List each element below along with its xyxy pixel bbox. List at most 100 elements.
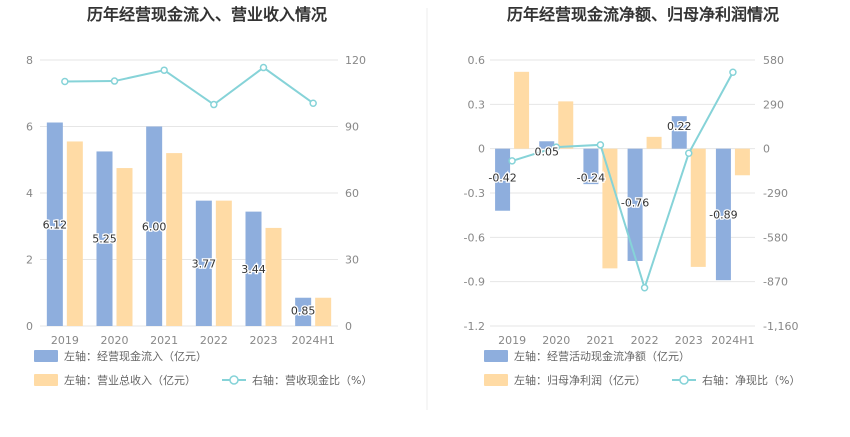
right-axis-tick: 290: [763, 98, 784, 111]
ratio-point: [61, 77, 69, 86]
right-axis-tick: -290: [763, 187, 788, 200]
bar-primary: [146, 126, 163, 326]
bar-secondary: [734, 148, 750, 176]
x-axis-tick: 2024H1: [292, 334, 335, 347]
x-axis-tick: 2019: [498, 334, 526, 347]
ratio-point: [259, 63, 268, 72]
bar-value-label: 0.22: [667, 120, 692, 133]
x-axis-tick: 2020: [101, 334, 129, 347]
left-axis-tick: 8: [26, 54, 33, 67]
bar-value-label: -0.24: [577, 172, 605, 185]
legend-label: 右轴：营收现金比（%）: [252, 373, 372, 387]
ratio-point: [210, 100, 218, 109]
left-axis-tick: 2: [26, 254, 33, 267]
x-axis-tick: 2022: [200, 334, 228, 347]
bar-value-label: 0.85: [291, 305, 316, 318]
bar-secondary: [66, 141, 83, 326]
bar-primary: [583, 148, 599, 185]
right-axis-tick: 30: [345, 254, 359, 267]
x-axis-tick: 2023: [250, 334, 278, 347]
legend: 左轴：经营活动现金流净额（亿元） 左轴：归母净利润（亿元） 右轴：净现比（%）: [484, 349, 800, 387]
ratio-point: [596, 141, 605, 149]
bar-secondary: [215, 200, 232, 326]
bar-primary: [495, 148, 511, 211]
bar-primary: [715, 148, 731, 281]
bar-value-label: 6.12: [43, 218, 68, 231]
ratio-line: [508, 68, 737, 292]
x-axis-tick: 2021: [586, 334, 614, 347]
x-axis-tick: 2021: [150, 334, 178, 347]
axis-ticks: -1.2 -0.9 -0.6 -0.3 0 0.3 0.6 -1,160 -870 -580 -29…: [464, 54, 799, 347]
bar-value-label: 3.77: [192, 257, 217, 270]
x-axis-tick: 2019: [51, 334, 79, 347]
legend-swatch: [34, 374, 58, 386]
x-axis-tick: 2022: [631, 334, 659, 347]
ratio-point: [110, 77, 119, 85]
data-labels: -0.42 0.05 -0.24 -0.76 0.22 -0.89: [487, 119, 739, 223]
bar-primary: [627, 148, 643, 261]
x-axis-tick: 2024H1: [711, 334, 754, 347]
chart-net-cashflow-profit: 历年经营现金流净额、归母净利润情况 -1.2 -0.9 -0.6 -0.3 0 0.3 0.…: [464, 5, 801, 387]
right-axis-tick: 120: [345, 54, 366, 67]
ratio-point: [729, 68, 737, 76]
bar-value-label: 5.25: [92, 233, 117, 246]
data-labels: 6.12 5.25 6.00 3.77 3.44 0.85: [41, 217, 316, 319]
bar-secondary: [602, 148, 618, 269]
ratio-point: [640, 284, 649, 292]
bar-primary: [245, 211, 262, 326]
legend: 左轴：经营现金流入（亿元） 左轴：营业总收入（亿元） 右轴：营收现金比（%）: [34, 349, 372, 387]
right-axis-tick: 580: [763, 54, 784, 67]
right-axis-tick: -580: [763, 231, 788, 244]
bar-value-label: -0.42: [488, 172, 516, 185]
left-axis-tick: -0.3: [464, 187, 485, 200]
right-axis-tick: -1,160: [763, 320, 798, 333]
bar-secondary: [514, 71, 530, 149]
legend-label: 左轴：经营活动现金流净额（亿元）: [514, 349, 690, 363]
bar-secondary: [558, 101, 574, 149]
bar-primary: [46, 122, 63, 326]
left-axis-tick: 0.6: [468, 54, 486, 67]
legend-swatch: [34, 350, 58, 362]
bars: [495, 71, 750, 281]
bar-secondary: [315, 297, 332, 326]
right-axis-tick: 60: [345, 187, 359, 200]
x-axis-tick: 2023: [675, 334, 703, 347]
right-axis-tick: 90: [345, 121, 359, 134]
legend-label: 左轴：经营现金流入（亿元）: [64, 349, 207, 363]
bar-secondary: [646, 136, 662, 149]
ratio-polyline: [64, 66, 314, 106]
ratio-line: [61, 63, 317, 109]
right-axis-tick: 0: [345, 320, 352, 333]
legend-label: 右轴：净现比（%）: [702, 373, 800, 387]
left-axis-tick: -0.9: [464, 276, 485, 289]
chart-title: 历年经营现金流入、营业收入情况: [87, 5, 327, 24]
bar-secondary: [116, 168, 133, 326]
left-axis-tick: 6: [26, 121, 33, 134]
grid: [40, 59, 338, 327]
ratio-polyline: [511, 71, 734, 292]
bar-value-label: 6.00: [142, 220, 167, 233]
bar-secondary: [265, 227, 282, 326]
left-axis-tick: 0.3: [468, 98, 486, 111]
x-axis-tick: 2020: [542, 334, 570, 347]
ratio-point: [160, 66, 168, 74]
legend-marker: [229, 375, 239, 385]
bar-primary: [96, 151, 113, 326]
right-axis-tick: 0: [763, 143, 770, 156]
bar-secondary: [166, 153, 183, 326]
bar-value-label: 3.44: [241, 263, 266, 276]
left-axis-tick: 0: [478, 143, 485, 156]
chart-title: 历年经营现金流净额、归母净利润情况: [507, 5, 779, 24]
bar-primary: [295, 297, 312, 326]
legend-label: 左轴：营业总收入（亿元）: [64, 373, 196, 387]
legend-swatch: [484, 350, 508, 362]
right-axis-tick: -870: [763, 276, 788, 289]
legend-label: 左轴：归母净利润（亿元）: [514, 373, 646, 387]
axis-ticks: 0 2 4 6 8 0 30 60 90 120 2019 2020 2021 2022 2023 2024H…: [26, 54, 366, 347]
ratio-point: [552, 143, 560, 151]
grid: [490, 59, 755, 327]
left-axis-tick: 0: [26, 320, 33, 333]
chart-cash-inflow-revenue: 历年经营现金流入、营业收入情况 0 2 4 6 8 0 30 60 90 120 2019 2020 2…: [26, 5, 372, 387]
bar-primary: [671, 116, 687, 149]
